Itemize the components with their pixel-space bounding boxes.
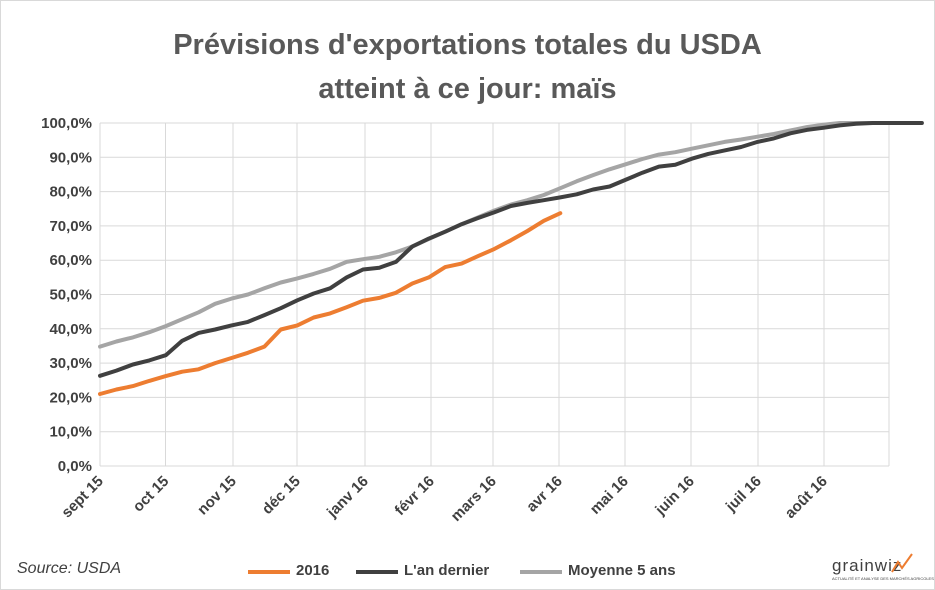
x-tick-label: avr 16 bbox=[523, 473, 566, 516]
logo-arrow-icon bbox=[891, 553, 913, 573]
y-tick-label: 20,0% bbox=[49, 389, 92, 406]
x-tick-label: févr 16 bbox=[392, 473, 438, 519]
x-tick-label: mars 16 bbox=[448, 473, 500, 525]
series-lines bbox=[98, 121, 924, 396]
x-tick-label: oct 15 bbox=[130, 473, 173, 516]
y-tick-label: 70,0% bbox=[49, 218, 92, 235]
x-tick-label: janv 16 bbox=[323, 473, 372, 522]
series-line-1 bbox=[98, 121, 924, 378]
x-tick-label: juil 16 bbox=[722, 473, 765, 516]
legend-label-5yr-average: Moyenne 5 ans bbox=[568, 562, 676, 579]
y-axis-ticks: 0,0% 10,0% 20,0% 30,0% 40,0% 50,0% 60,0% 70,0% 8… bbox=[41, 115, 92, 475]
y-tick-label: 50,0% bbox=[49, 287, 92, 304]
series-line-0 bbox=[98, 211, 563, 396]
source-note: Source: USDA bbox=[17, 560, 122, 577]
y-tick-label: 100,0% bbox=[41, 115, 92, 132]
chart-title-line1: Prévisions d'exportations totales du USD… bbox=[173, 29, 762, 61]
legend-swatch-2016 bbox=[248, 570, 290, 574]
legend-swatch-last-year bbox=[356, 570, 398, 574]
x-tick-label: déc 15 bbox=[259, 473, 304, 518]
logo-wordmark: grainwiz bbox=[832, 556, 903, 575]
x-tick-label: mai 16 bbox=[587, 473, 632, 518]
y-tick-label: 60,0% bbox=[49, 252, 92, 269]
y-tick-label: 90,0% bbox=[49, 149, 92, 166]
grainwiz-logo: grainwiz ACTUALITÉ ET ANALYSE DES MARCHÉ… bbox=[832, 552, 934, 582]
x-axis-ticks: sept 15 oct 15 nov 15 déc 15 janv 16 févr 16 m… bbox=[58, 473, 831, 525]
series-line-2 bbox=[98, 121, 891, 349]
chart-title-line2: atteint à ce jour: maïs bbox=[318, 73, 617, 105]
legend-swatch-5yr-average bbox=[520, 570, 562, 574]
y-tick-label: 10,0% bbox=[49, 424, 92, 441]
x-tick-label: nov 15 bbox=[194, 473, 240, 519]
y-tick-label: 0,0% bbox=[58, 458, 92, 475]
legend-label-last-year: L'an dernier bbox=[404, 562, 490, 579]
y-tick-label: 80,0% bbox=[49, 184, 92, 201]
x-tick-label: sept 15 bbox=[58, 473, 107, 522]
y-tick-label: 40,0% bbox=[49, 321, 92, 338]
x-tick-label: juin 16 bbox=[652, 473, 698, 519]
grid-lines bbox=[99, 122, 890, 467]
legend-label-2016: 2016 bbox=[296, 562, 330, 579]
x-tick-label: août 16 bbox=[782, 473, 831, 522]
y-tick-label: 30,0% bbox=[49, 355, 92, 372]
logo-tagline: ACTUALITÉ ET ANALYSE DES MARCHÉS AGRICOL… bbox=[832, 576, 934, 581]
